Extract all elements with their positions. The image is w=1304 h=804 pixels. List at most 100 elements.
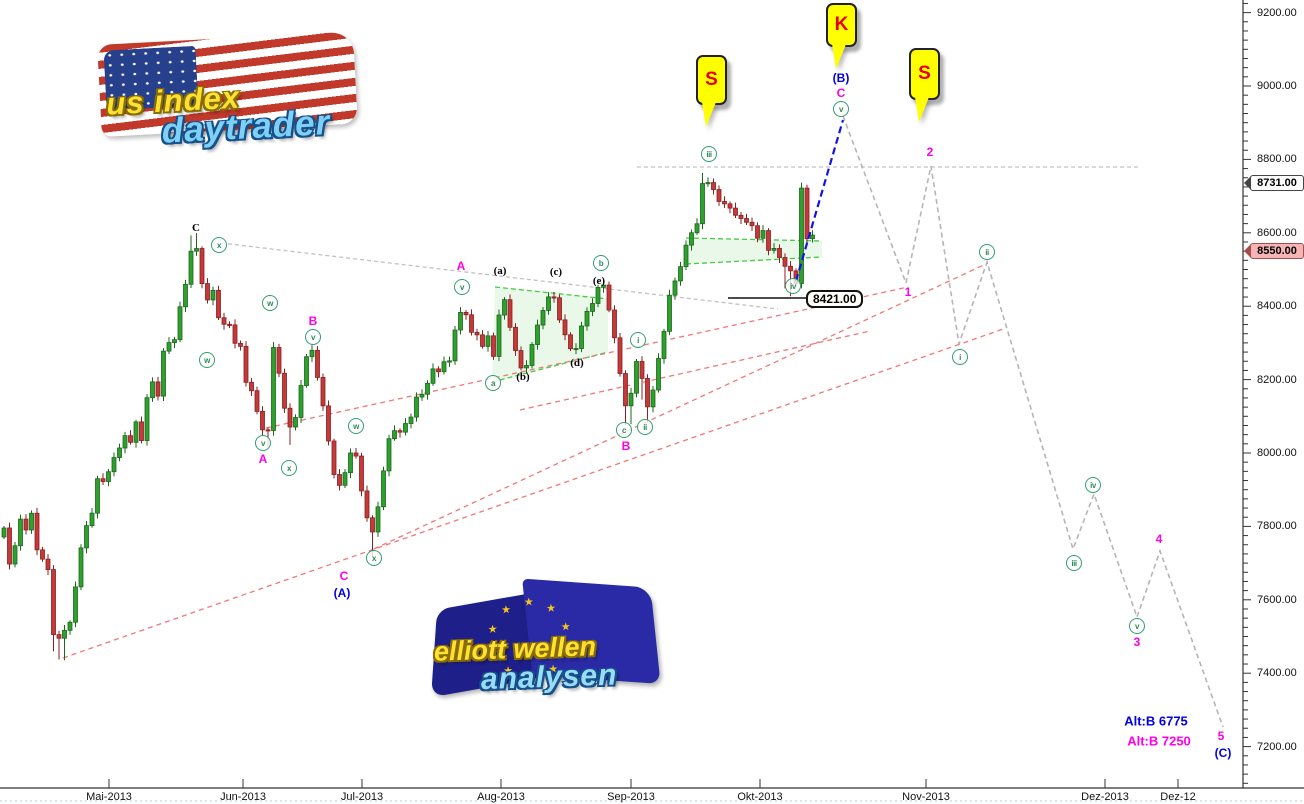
candle-up[interactable] bbox=[271, 347, 276, 431]
candle-down[interactable] bbox=[243, 345, 249, 383]
candle-down[interactable] bbox=[139, 421, 144, 441]
candle-up[interactable] bbox=[634, 361, 639, 394]
candle-down[interactable] bbox=[606, 284, 612, 311]
candle-down[interactable] bbox=[804, 187, 810, 240]
candle-up[interactable] bbox=[535, 324, 540, 345]
candle-down[interactable] bbox=[617, 337, 623, 374]
candle-down[interactable] bbox=[23, 518, 29, 531]
candle-down[interactable] bbox=[518, 350, 524, 369]
candle-down[interactable] bbox=[766, 230, 771, 251]
candle-down[interactable] bbox=[474, 331, 480, 336]
candle-up[interactable] bbox=[430, 368, 436, 384]
candle-up[interactable] bbox=[386, 438, 392, 472]
candle-up[interactable] bbox=[524, 365, 529, 369]
candle-down[interactable] bbox=[45, 558, 51, 570]
candle-up[interactable] bbox=[700, 183, 705, 225]
candle-up[interactable] bbox=[441, 361, 447, 373]
candle-up[interactable] bbox=[18, 518, 23, 547]
candle-up[interactable] bbox=[694, 223, 700, 234]
candle-up[interactable] bbox=[683, 244, 689, 268]
candle-up[interactable] bbox=[298, 385, 304, 418]
candle-up[interactable] bbox=[106, 471, 111, 482]
candle-down[interactable] bbox=[221, 317, 227, 325]
candle-up[interactable] bbox=[584, 310, 590, 327]
y-axis-label[interactable]: 9200.00 bbox=[1257, 6, 1297, 19]
candle-up[interactable] bbox=[194, 248, 199, 252]
candle-down[interactable] bbox=[40, 549, 45, 560]
x-axis-label[interactable]: Aug-2013 bbox=[477, 791, 525, 803]
candle-up[interactable] bbox=[29, 512, 34, 531]
candle-down[interactable] bbox=[562, 319, 568, 336]
y-axis-label[interactable]: 8400.00 bbox=[1257, 300, 1297, 313]
y-axis-label[interactable]: 7400.00 bbox=[1257, 667, 1297, 680]
candle-down[interactable] bbox=[612, 309, 617, 339]
x-axis-label[interactable]: Nov-2013 bbox=[902, 791, 950, 803]
candle-down[interactable] bbox=[199, 248, 205, 284]
candle-down[interactable] bbox=[645, 378, 650, 408]
candle-down[interactable] bbox=[364, 490, 370, 519]
candle-up[interactable] bbox=[667, 294, 672, 332]
candle-down[interactable] bbox=[155, 381, 161, 397]
candle-down[interactable] bbox=[205, 283, 210, 301]
candle-up[interactable] bbox=[89, 512, 95, 526]
candle-up[interactable] bbox=[188, 250, 194, 285]
candle-down[interactable] bbox=[238, 342, 243, 347]
candle-down[interactable] bbox=[463, 311, 469, 316]
candle-up[interactable] bbox=[595, 286, 601, 304]
candle-down[interactable] bbox=[260, 411, 265, 431]
candle-up[interactable] bbox=[601, 284, 606, 288]
candle-down[interactable] bbox=[34, 512, 40, 551]
y-axis-label[interactable]: 7800.00 bbox=[1257, 520, 1297, 533]
candle-down[interactable] bbox=[370, 517, 375, 533]
candle-up[interactable] bbox=[210, 289, 216, 301]
candle-up[interactable] bbox=[117, 447, 122, 458]
x-axis-label[interactable]: Okt-2013 bbox=[737, 791, 783, 803]
x-axis-label[interactable]: Sep-2013 bbox=[607, 791, 655, 803]
candle-down[interactable] bbox=[331, 440, 337, 475]
candle-down[interactable] bbox=[755, 225, 760, 239]
candle-down[interactable] bbox=[777, 248, 782, 258]
candle-up[interactable] bbox=[414, 396, 419, 418]
candle-up[interactable] bbox=[293, 417, 298, 428]
candle-down[interactable] bbox=[320, 377, 326, 407]
candle-down[interactable] bbox=[56, 634, 62, 639]
candle-down[interactable] bbox=[326, 405, 331, 442]
candle-down[interactable] bbox=[51, 569, 56, 635]
x-axis-label[interactable]: Jul-2013 bbox=[340, 791, 384, 803]
candle-up[interactable] bbox=[375, 506, 381, 533]
signal-pin-s[interactable]: S bbox=[696, 55, 727, 127]
y-axis-label[interactable]: 8800.00 bbox=[1257, 153, 1297, 166]
candle-down[interactable] bbox=[100, 478, 106, 482]
candle-down[interactable] bbox=[337, 474, 342, 486]
candle-up[interactable] bbox=[502, 299, 507, 316]
candle-up[interactable] bbox=[408, 416, 414, 424]
candle-up[interactable] bbox=[452, 329, 458, 362]
candle-down[interactable] bbox=[265, 429, 271, 432]
candle-down[interactable] bbox=[469, 314, 474, 333]
candle-down[interactable] bbox=[353, 452, 359, 457]
candle-up[interactable] bbox=[656, 358, 661, 391]
candle-down[interactable] bbox=[216, 289, 221, 319]
candle-up[interactable] bbox=[133, 421, 139, 443]
y-axis-label[interactable]: 8200.00 bbox=[1257, 373, 1297, 386]
signal-pin-s[interactable]: S bbox=[909, 48, 940, 122]
candle-down[interactable] bbox=[513, 326, 518, 351]
candle-down[interactable] bbox=[397, 430, 403, 433]
candle-up[interactable] bbox=[485, 335, 491, 347]
candle-down[interactable] bbox=[722, 201, 727, 205]
candle-down[interactable] bbox=[359, 455, 364, 492]
y-axis-label[interactable]: 7600.00 bbox=[1257, 593, 1297, 606]
candle-down[interactable] bbox=[287, 407, 293, 428]
candle-up[interactable] bbox=[111, 457, 117, 473]
candle-up[interactable] bbox=[546, 296, 551, 311]
candle-down[interactable] bbox=[782, 257, 788, 267]
y-axis-label[interactable]: 7200.00 bbox=[1257, 740, 1297, 753]
candle-down[interactable] bbox=[249, 381, 254, 392]
y-axis-label[interactable]: 8000.00 bbox=[1257, 446, 1297, 459]
candle-up[interactable] bbox=[144, 397, 150, 441]
candle-down[interactable] bbox=[711, 182, 716, 190]
candle-up[interactable] bbox=[150, 381, 155, 399]
candle-down[interactable] bbox=[639, 361, 645, 379]
candle-down[interactable] bbox=[551, 296, 557, 299]
candle-down[interactable] bbox=[491, 335, 496, 357]
